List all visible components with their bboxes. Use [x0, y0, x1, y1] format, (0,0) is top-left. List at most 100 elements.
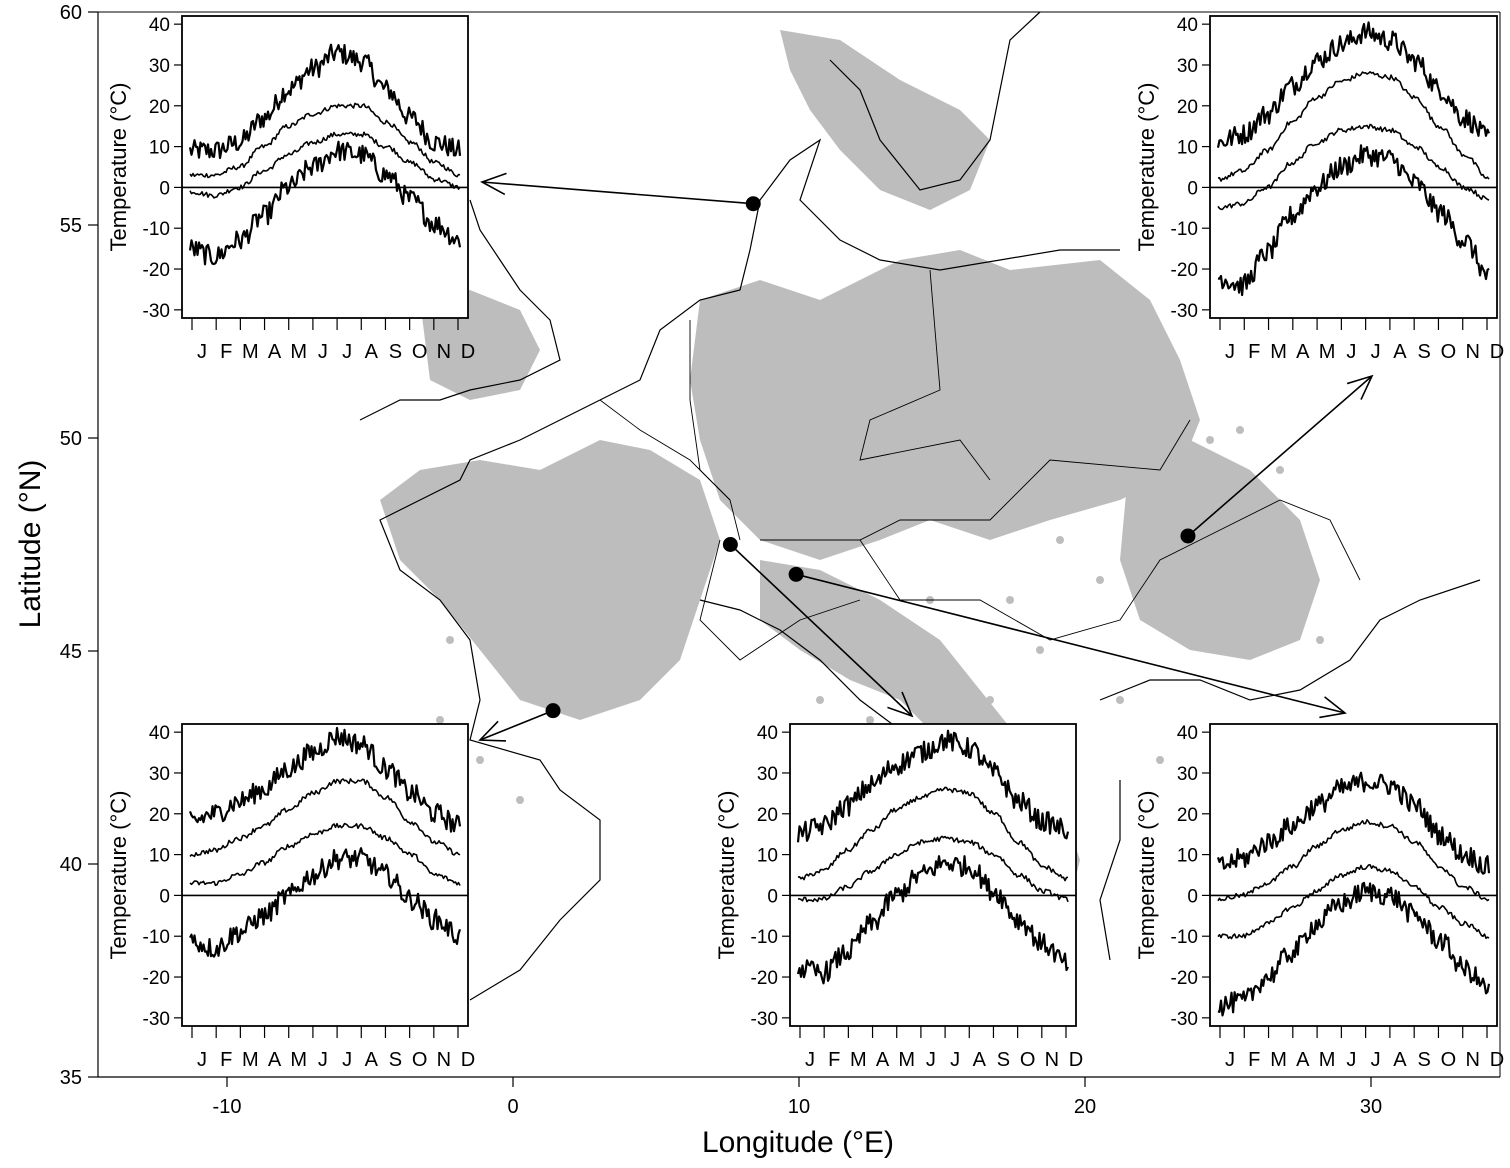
inset-month-label: M	[1319, 341, 1336, 363]
temperature-series	[1217, 881, 1491, 1017]
site-marker-southwest-france	[545, 703, 561, 719]
arrowhead	[480, 172, 507, 196]
inset-month-label: N	[1045, 1049, 1059, 1071]
inset-month-label: O	[1441, 341, 1457, 363]
longitude-tick-label: 10	[788, 1096, 810, 1118]
temperature-series	[189, 778, 461, 858]
site-marker-romania	[1180, 528, 1196, 544]
station-dot	[1056, 536, 1064, 544]
inset-y-tick-label: 30	[149, 56, 170, 77]
inset-y-axis-label: Temperature (°C)	[106, 83, 131, 252]
longitude-ticks: -10 0 10 20 30	[213, 1077, 1382, 1118]
station-dot	[516, 796, 524, 804]
inset-month-label: A	[876, 1049, 890, 1071]
arrow-southwest-france	[479, 709, 554, 741]
inset-month-label: F	[828, 1049, 840, 1071]
temperature-series	[189, 822, 461, 887]
station-dot	[1236, 426, 1244, 434]
inset-month-label: D	[461, 341, 475, 363]
inset-month-label: J	[1346, 1049, 1356, 1071]
inset-frame	[181, 15, 469, 319]
temperature-series	[1217, 863, 1490, 940]
inset-y-tick-label: -10	[143, 219, 170, 240]
coastline	[599, 138, 1120, 401]
inset-y-tick-label: -10	[143, 927, 170, 948]
site-to-inset-arrows	[478, 172, 1374, 742]
coverage-area	[780, 30, 990, 210]
inset-month-label: M	[290, 1049, 307, 1071]
inset-y-tick-label: 30	[149, 764, 170, 785]
coastline	[379, 399, 601, 1001]
temperature-series	[1216, 771, 1491, 875]
latitude-tick-label: 60	[60, 2, 82, 24]
station-dot	[1226, 516, 1234, 524]
inset-month-label: J	[197, 341, 207, 363]
inset-y-tick-label: 30	[1177, 764, 1198, 785]
temperature-series	[797, 835, 1069, 903]
arrow-switzerland-west	[729, 543, 913, 717]
inset-y-tick-label: 10	[149, 138, 170, 159]
inset-y-tick-label: 40	[149, 15, 170, 36]
coastline	[829, 11, 1041, 191]
temperature-series	[189, 102, 461, 179]
inset-y-tick-label: 20	[149, 805, 170, 826]
temperature-series	[1217, 818, 1490, 902]
country-border	[699, 539, 861, 661]
inset-y-tick-label: 0	[159, 178, 170, 199]
inset-month-label: J	[318, 341, 328, 363]
inset-y-tick-label: -30	[143, 1009, 170, 1030]
inset-y-tick-label: 10	[149, 846, 170, 867]
inset-month-label: N	[1466, 1049, 1480, 1071]
station-dot	[496, 616, 504, 624]
temperature-series	[1217, 71, 1490, 182]
latitude-tick-label: 45	[60, 641, 82, 663]
inset-y-tick-label: -10	[1171, 219, 1198, 240]
station-dot	[1256, 596, 1264, 604]
coverage-area	[380, 440, 720, 720]
inset-y-tick-label: -30	[751, 1009, 778, 1030]
inset-month-label: N	[1466, 341, 1480, 363]
inset-y-tick-label: -20	[751, 968, 778, 989]
temperature-series	[188, 726, 462, 833]
inset-month-label: A	[268, 341, 282, 363]
inset-y-tick-label: -20	[1171, 260, 1198, 281]
inset-y-tick-label: 40	[757, 723, 778, 744]
station-dot	[556, 596, 564, 604]
inset-y-tick-label: 30	[757, 764, 778, 785]
inset-month-label: A	[1296, 1049, 1310, 1071]
inset-month-label: M	[850, 1049, 867, 1071]
station-dot	[446, 636, 454, 644]
inset-month-label: J	[1371, 341, 1381, 363]
inset-y-tick-label: 20	[1177, 97, 1198, 118]
inset-month-label: M	[1270, 341, 1287, 363]
inset-month-label: S	[1418, 341, 1431, 363]
latitude-ticks: 35 40 45 50 55 60	[60, 2, 98, 1089]
temperature-series	[796, 855, 1069, 985]
inset-month-label: J	[1225, 1049, 1235, 1071]
inset-month-label: D	[1490, 1049, 1504, 1071]
site-markers	[545, 196, 1196, 719]
inset-month-label: S	[997, 1049, 1010, 1071]
station-dot	[1296, 556, 1304, 564]
inset-y-tick-label: -30	[143, 301, 170, 322]
temperature-series	[1217, 144, 1490, 297]
inset-month-label: F	[1248, 1049, 1260, 1071]
inset-y-tick-label: -30	[1171, 1009, 1198, 1030]
temperature-series	[797, 786, 1069, 882]
inset-month-label: A	[973, 1049, 987, 1071]
coastline	[1099, 579, 1481, 701]
inset-month-label: J	[342, 1049, 352, 1071]
station-dot	[866, 716, 874, 724]
inset-month-label: F	[220, 1049, 232, 1071]
site-marker-switzerland-west	[722, 537, 738, 552]
station-dot	[476, 756, 484, 764]
country-border	[859, 499, 1361, 641]
inset-month-label: F	[1248, 341, 1260, 363]
temperature-series	[189, 847, 462, 958]
inset-y-tick-label: 10	[757, 846, 778, 867]
coverage-area	[1120, 440, 1320, 660]
inset-y-tick-label: 0	[1187, 178, 1198, 199]
inset-frame	[1209, 723, 1498, 1027]
